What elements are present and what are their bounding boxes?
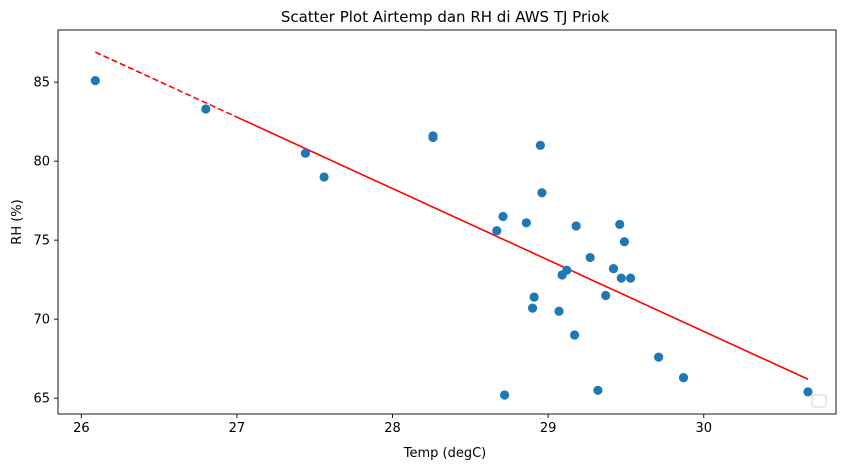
scatter-point — [593, 385, 603, 395]
scatter-point — [615, 219, 625, 229]
y-axis-ticks: 65 70 75 80 85 — [33, 76, 58, 407]
plot-area-frame — [57, 29, 837, 415]
scatter-point — [803, 387, 813, 397]
scatter-points — [90, 75, 813, 400]
scatter-point — [201, 104, 211, 114]
y-tick-label: 85 — [33, 76, 50, 91]
scatter-point — [535, 140, 545, 150]
scatter-point — [571, 221, 581, 231]
scatter-point — [654, 352, 664, 362]
scatter-point — [521, 218, 531, 228]
scatter-point — [569, 330, 580, 340]
scatter-point — [537, 188, 547, 198]
y-tick-label: 75 — [33, 234, 50, 249]
x-tick-label: 27 — [229, 421, 246, 436]
trendline — [237, 116, 809, 380]
scatter-point — [498, 211, 508, 222]
scatter-point — [499, 390, 510, 400]
scatter-point — [626, 273, 636, 283]
scatter-point — [608, 264, 619, 274]
x-axis-label: Temp (degC) — [403, 446, 487, 461]
scatter-point — [428, 131, 438, 141]
scatter-point — [319, 172, 329, 182]
scatter-point — [585, 252, 595, 263]
scatter-point — [562, 265, 572, 275]
scatter-point — [619, 237, 629, 247]
legend-box — [811, 394, 827, 408]
scatter-point — [678, 373, 689, 383]
scatter-point — [601, 290, 611, 301]
x-axis-ticks: 26 27 28 29 30 — [73, 414, 712, 436]
x-tick-label: 29 — [540, 421, 557, 436]
x-tick-label: 30 — [695, 421, 712, 436]
scatter-point — [529, 292, 539, 302]
chart-title: Scatter Plot Airtemp dan RH di AWS TJ Pr… — [281, 8, 610, 26]
scatter-point — [492, 226, 502, 236]
x-tick-label: 26 — [73, 421, 90, 436]
scatter-point — [527, 303, 538, 313]
x-tick-label: 28 — [384, 421, 401, 436]
trendline-dashed-segment — [95, 51, 239, 119]
scatter-point — [90, 75, 100, 86]
y-tick-label: 65 — [33, 392, 50, 407]
scatter-point — [554, 306, 564, 316]
y-axis-label: RH (%) — [10, 199, 25, 244]
y-tick-label: 70 — [33, 313, 50, 328]
trendline-group — [95, 51, 809, 380]
y-tick-label: 80 — [33, 155, 50, 170]
scatter-point — [616, 273, 626, 283]
scatter-point — [300, 148, 311, 158]
